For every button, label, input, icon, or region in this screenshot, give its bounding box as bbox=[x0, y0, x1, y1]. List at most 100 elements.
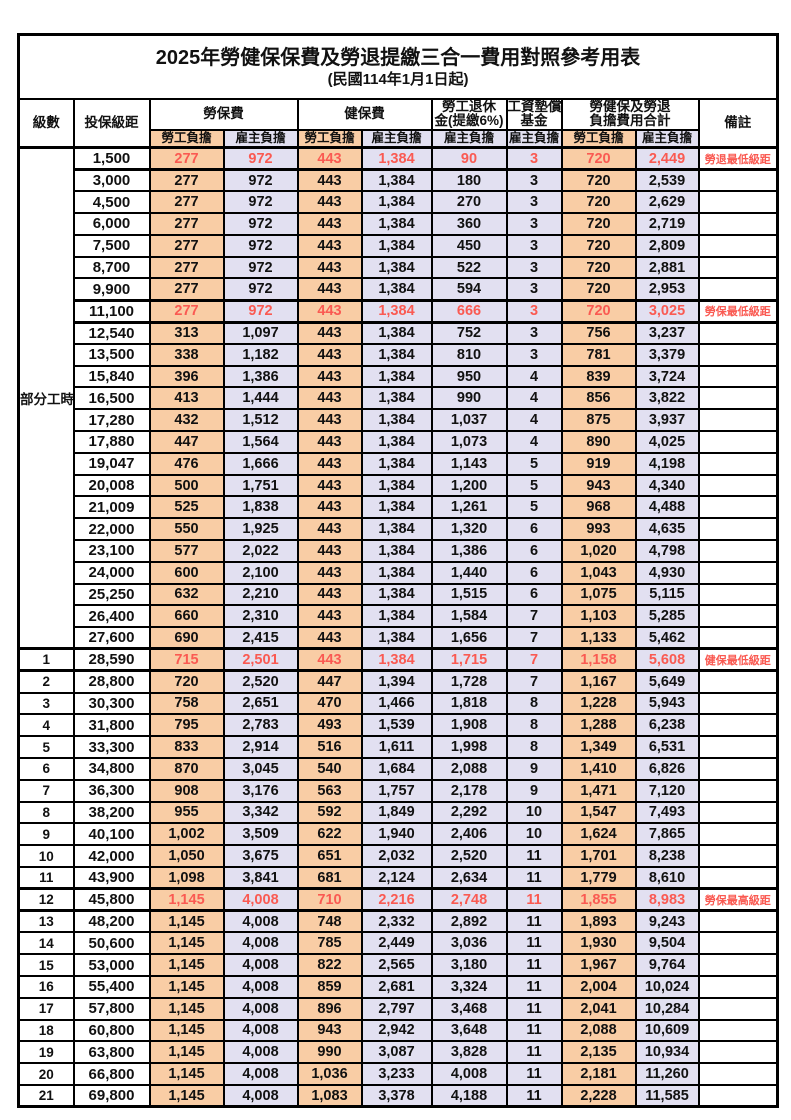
subheader-total-employer: 雇主負擔 bbox=[634, 128, 700, 149]
table-row: 13,500 338 1,182 443 1,384 810 3 781 3,379 bbox=[19, 342, 779, 367]
value-cell: 1,384 bbox=[360, 342, 433, 367]
value-cell: 6 bbox=[505, 560, 563, 585]
value-cell: 4,008 bbox=[222, 1040, 299, 1065]
note-cell bbox=[697, 539, 779, 563]
value-cell: 990 bbox=[296, 1040, 363, 1065]
value-cell: 943 bbox=[560, 473, 637, 498]
total-label-line2: 負擔費用合計 bbox=[589, 113, 671, 129]
bracket-cell: 23,100 bbox=[72, 539, 151, 563]
value-cell: 651 bbox=[296, 844, 363, 868]
note-cell bbox=[697, 190, 779, 215]
value-cell: 10 bbox=[505, 800, 563, 825]
note-cell bbox=[697, 582, 779, 607]
level-cell: 15 bbox=[17, 953, 75, 977]
value-cell: 2,520 bbox=[222, 669, 299, 694]
note-cell bbox=[697, 669, 779, 694]
value-cell: 758 bbox=[148, 691, 225, 716]
value-cell: 11 bbox=[505, 974, 563, 999]
table-row: 16,500 413 1,444 443 1,384 990 4 856 3,822 bbox=[19, 386, 779, 411]
value-cell: 11 bbox=[505, 865, 563, 890]
value-cell: 1,855 bbox=[560, 887, 637, 912]
bracket-cell: 20,008 bbox=[72, 473, 151, 498]
value-cell: 2,292 bbox=[430, 800, 508, 825]
value-cell: 4,930 bbox=[634, 560, 700, 585]
value-cell: 1,394 bbox=[360, 669, 433, 694]
level-cell: 10 bbox=[17, 844, 75, 868]
value-cell: 443 bbox=[296, 560, 363, 585]
value-cell: 1,757 bbox=[360, 778, 433, 803]
note-cell bbox=[697, 1083, 779, 1108]
value-cell: 781 bbox=[560, 342, 637, 367]
value-cell: 1,384 bbox=[360, 190, 433, 215]
value-cell: 1,384 bbox=[360, 626, 433, 650]
value-cell: 1,384 bbox=[360, 255, 433, 280]
value-cell: 972 bbox=[222, 146, 299, 171]
value-cell: 277 bbox=[148, 212, 225, 236]
value-cell: 690 bbox=[148, 626, 225, 650]
value-cell: 11 bbox=[505, 1040, 563, 1065]
value-cell: 1,145 bbox=[148, 1083, 225, 1108]
value-cell: 720 bbox=[560, 146, 637, 171]
value-cell: 896 bbox=[296, 996, 363, 1021]
value-cell: 7 bbox=[505, 669, 563, 694]
value-cell: 11 bbox=[505, 1083, 563, 1108]
table-row: 5 33,300 833 2,914 516 1,611 1,998 8 1,349 6,531 bbox=[17, 735, 779, 759]
value-cell: 2,629 bbox=[634, 190, 700, 215]
value-cell: 5 bbox=[505, 451, 563, 476]
bracket-cell: 15,840 bbox=[72, 364, 151, 389]
value-cell: 2,719 bbox=[634, 212, 700, 236]
value-cell: 3 bbox=[505, 168, 563, 193]
value-cell: 516 bbox=[296, 735, 363, 759]
bracket-cell: 7,500 bbox=[72, 233, 151, 258]
subheader-labor-employer: 雇主負擔 bbox=[222, 128, 299, 149]
value-cell: 720 bbox=[560, 299, 637, 324]
table-row: 7 36,300 908 3,176 563 1,757 2,178 9 1,471 7,120 bbox=[17, 778, 779, 803]
value-cell: 4,008 bbox=[222, 1062, 299, 1086]
table-row: 3,000 277 972 443 1,384 180 3 720 2,539 bbox=[19, 168, 779, 193]
note-cell bbox=[697, 996, 779, 1021]
value-cell: 1,145 bbox=[148, 909, 225, 934]
value-cell: 6,238 bbox=[634, 713, 700, 738]
value-cell: 1,384 bbox=[360, 299, 433, 324]
value-cell: 447 bbox=[296, 669, 363, 694]
value-cell: 1,925 bbox=[222, 517, 299, 541]
value-cell: 1,444 bbox=[222, 386, 299, 411]
value-cell: 972 bbox=[222, 277, 299, 302]
value-cell: 3,841 bbox=[222, 865, 299, 890]
value-cell: 1,043 bbox=[560, 560, 637, 585]
value-cell: 2,088 bbox=[560, 1018, 637, 1043]
value-cell: 1,002 bbox=[148, 822, 225, 847]
value-cell: 592 bbox=[296, 800, 363, 825]
value-cell: 8,610 bbox=[634, 865, 700, 890]
value-cell: 1,539 bbox=[360, 713, 433, 738]
value-cell: 3 bbox=[505, 146, 563, 171]
value-cell: 1,384 bbox=[360, 451, 433, 476]
value-cell: 1,083 bbox=[296, 1083, 363, 1108]
value-cell: 2,881 bbox=[634, 255, 700, 280]
value-cell: 2,178 bbox=[430, 778, 508, 803]
table-row: 26,400 660 2,310 443 1,384 1,584 7 1,103 5,285 bbox=[19, 604, 779, 629]
value-cell: 2,797 bbox=[360, 996, 433, 1021]
col-header-wage-fund: 工資墊償 基金 bbox=[505, 97, 563, 131]
value-cell: 1,512 bbox=[222, 408, 299, 433]
bracket-cell: 50,600 bbox=[72, 931, 151, 956]
level-cell: 21 bbox=[17, 1083, 75, 1108]
value-cell: 1,384 bbox=[360, 277, 433, 302]
value-cell: 1,701 bbox=[560, 844, 637, 868]
value-cell: 4 bbox=[505, 408, 563, 433]
table-row: 20 66,800 1,145 4,008 1,036 3,233 4,008 11 2,181… bbox=[17, 1062, 779, 1086]
value-cell: 972 bbox=[222, 299, 299, 324]
note-cell bbox=[697, 517, 779, 541]
value-cell: 443 bbox=[296, 168, 363, 193]
table-row: 11 43,900 1,098 3,841 681 2,124 2,634 11 1,779 8,… bbox=[17, 865, 779, 890]
col-header-level: 級數 bbox=[17, 97, 75, 149]
value-cell: 1,145 bbox=[148, 887, 225, 912]
level-cell: 14 bbox=[17, 931, 75, 956]
value-cell: 2,041 bbox=[560, 996, 637, 1021]
value-cell: 1,818 bbox=[430, 691, 508, 716]
bracket-cell: 17,880 bbox=[72, 430, 151, 454]
note-cell bbox=[697, 430, 779, 454]
value-cell: 443 bbox=[296, 212, 363, 236]
value-cell: 1,133 bbox=[560, 626, 637, 650]
